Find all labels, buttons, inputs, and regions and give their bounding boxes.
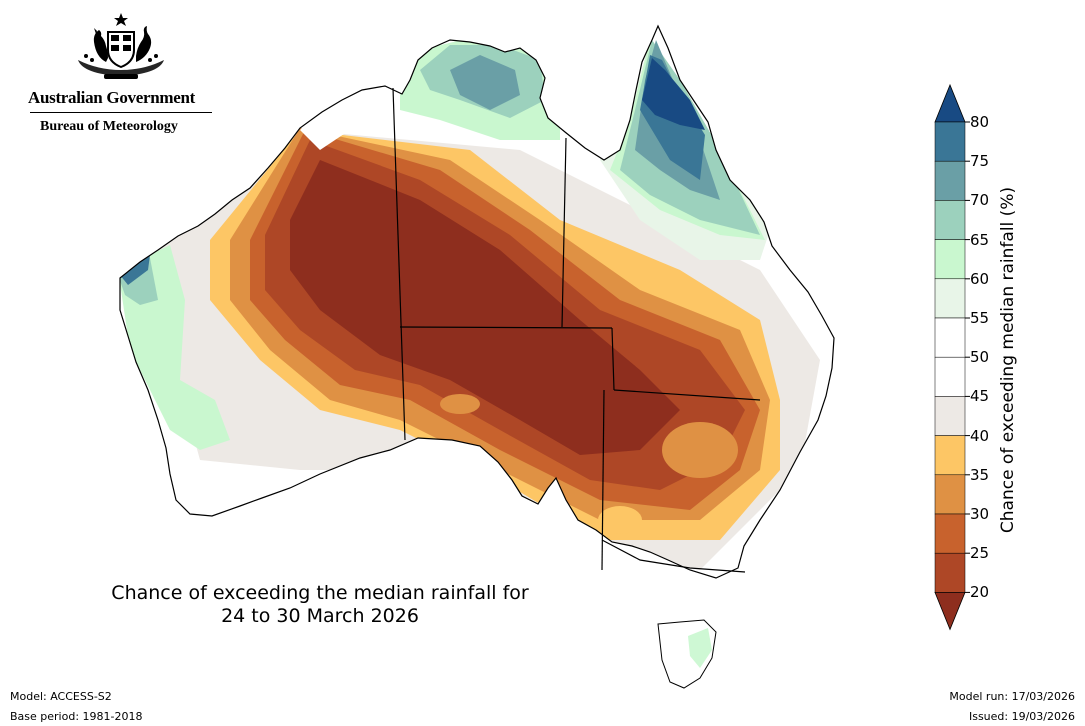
legend-tick-label: 30 xyxy=(970,505,990,523)
legend-tick-label: 40 xyxy=(970,426,990,445)
state-borders xyxy=(392,87,761,573)
band-west-blue xyxy=(120,255,150,285)
legend-colorbar xyxy=(934,83,970,631)
legend-band-50-55 xyxy=(934,317,966,358)
model-run-label: Model run: 17/03/2026 xyxy=(949,690,1075,703)
coat-of-arms-logo xyxy=(78,13,164,79)
header-divider xyxy=(30,112,212,113)
legend-tick-label: 75 xyxy=(970,152,990,171)
legend-band-70-75 xyxy=(934,160,966,201)
model-label: Model: ACCESS-S2 xyxy=(10,690,112,703)
legend-band-65-70 xyxy=(934,200,966,240)
legend-band-40-45 xyxy=(934,396,966,436)
legend-band-75-80 xyxy=(934,121,966,162)
legend-tick-label: 70 xyxy=(970,191,990,210)
legend-band-55-60 xyxy=(934,278,966,319)
map-title-line1: Chance of exceeding the median rainfall … xyxy=(111,582,529,604)
tasmania-green-band xyxy=(688,628,712,668)
legend-band-25-30 xyxy=(934,513,966,554)
legend-tick-label: 65 xyxy=(970,230,990,249)
issued-label: Issued: 19/03/2026 xyxy=(968,710,1075,723)
agency-title: Bureau of Meteorology xyxy=(40,119,178,134)
legend-tick-label: 20 xyxy=(970,583,990,602)
legend-tick-label: 50 xyxy=(970,348,990,367)
legend-tick-label: 35 xyxy=(970,465,990,484)
legend-axis-label: Chance of exceeding median rainfall (%) xyxy=(998,186,1018,534)
legend-tick-label: 25 xyxy=(970,544,990,563)
band-qld-darkest xyxy=(642,58,705,130)
map-title-line2: 24 to 30 March 2026 xyxy=(221,605,419,627)
legend-tick-label: 80 xyxy=(970,113,990,131)
legend-band-45-50 xyxy=(934,356,966,397)
legend-band-20-25 xyxy=(934,552,966,593)
legend-tick-label: 60 xyxy=(970,269,990,288)
legend-band-30-35 xyxy=(934,474,966,515)
legend-band-60-65 xyxy=(934,239,966,280)
band-top-end-blue xyxy=(450,55,520,110)
legend-band-<20 xyxy=(934,592,966,631)
legend-tick-label: 45 xyxy=(970,387,990,406)
legend-tick-label: 55 xyxy=(970,309,990,327)
base-period-label: Base period: 1981-2018 xyxy=(10,710,143,723)
government-title: Australian Government xyxy=(28,88,195,107)
legend-band-35-40 xyxy=(934,435,966,476)
map-title: Chance of exceeding the median rainfall … xyxy=(80,582,560,628)
band-below-20 xyxy=(290,160,680,455)
legend-band-80+ xyxy=(934,83,966,123)
